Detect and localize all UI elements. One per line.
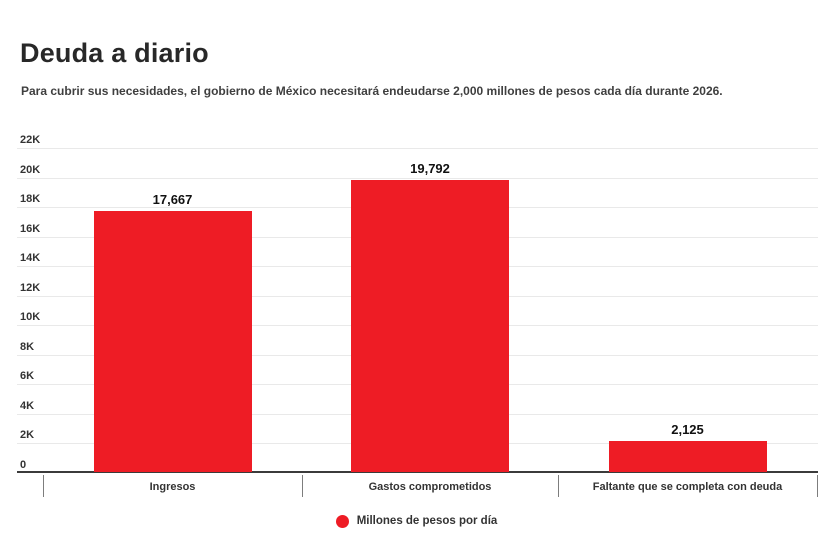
bar-3[interactable] bbox=[608, 440, 767, 472]
y-axis-tick-label: 10K bbox=[20, 311, 41, 324]
y-axis-tick-label: 2K bbox=[20, 429, 35, 442]
y-axis-tick-label: 18K bbox=[20, 193, 41, 206]
x-axis-category-label: Ingresos bbox=[149, 481, 196, 493]
plot-area: 22K 20K 18K 16K 14K 12K 10K 8K 6K 4K 2K 0 17,667 19,7… bbox=[17, 135, 818, 473]
chart-subtitle: Para cubrir sus necesidades, el gobierno… bbox=[21, 84, 723, 98]
y-axis-tick-label: 20K bbox=[20, 163, 41, 176]
y-axis-tick-label: 22K bbox=[20, 134, 41, 146]
bar-value-label: 17,667 bbox=[152, 192, 193, 208]
bar-value-label: 19,792 bbox=[410, 160, 450, 176]
y-axis-tick-label: 16K bbox=[20, 222, 41, 235]
x-axis-tick bbox=[817, 475, 818, 497]
x-axis-tick bbox=[43, 475, 44, 497]
x-axis: Ingresos Gastos comprometidos Faltante que… bbox=[17, 475, 818, 499]
x-axis-tick bbox=[558, 475, 559, 497]
chart-title: Deuda a diario bbox=[20, 38, 209, 68]
x-axis-tick bbox=[302, 475, 303, 497]
gridline bbox=[17, 148, 818, 149]
y-axis-tick-label: 8K bbox=[20, 340, 35, 353]
y-axis-tick-label: 0 bbox=[20, 459, 27, 471]
legend: Millones de pesos por día bbox=[0, 515, 833, 528]
y-axis-tick-label: 14K bbox=[20, 252, 41, 265]
legend-label: Millones de pesos por día bbox=[356, 514, 498, 527]
x-axis-category-label: Gastos comprometidos bbox=[368, 481, 492, 493]
x-axis-category-label: Faltante que se completa con deuda bbox=[592, 481, 783, 493]
bar-2[interactable] bbox=[351, 179, 509, 472]
bar-cell: 19,792 bbox=[302, 148, 558, 472]
bar-cell: 2,125 bbox=[558, 148, 817, 472]
y-axis-tick-label: 12K bbox=[20, 281, 41, 294]
legend-marker-icon bbox=[335, 515, 349, 528]
y-axis-tick-label: 4K bbox=[20, 399, 35, 412]
bar-value-label: 2,125 bbox=[671, 421, 704, 437]
y-axis-tick-label: 6K bbox=[20, 370, 35, 383]
bar-cell: 17,667 bbox=[43, 148, 302, 472]
bar-1[interactable] bbox=[93, 211, 252, 472]
gridline bbox=[17, 177, 818, 179]
